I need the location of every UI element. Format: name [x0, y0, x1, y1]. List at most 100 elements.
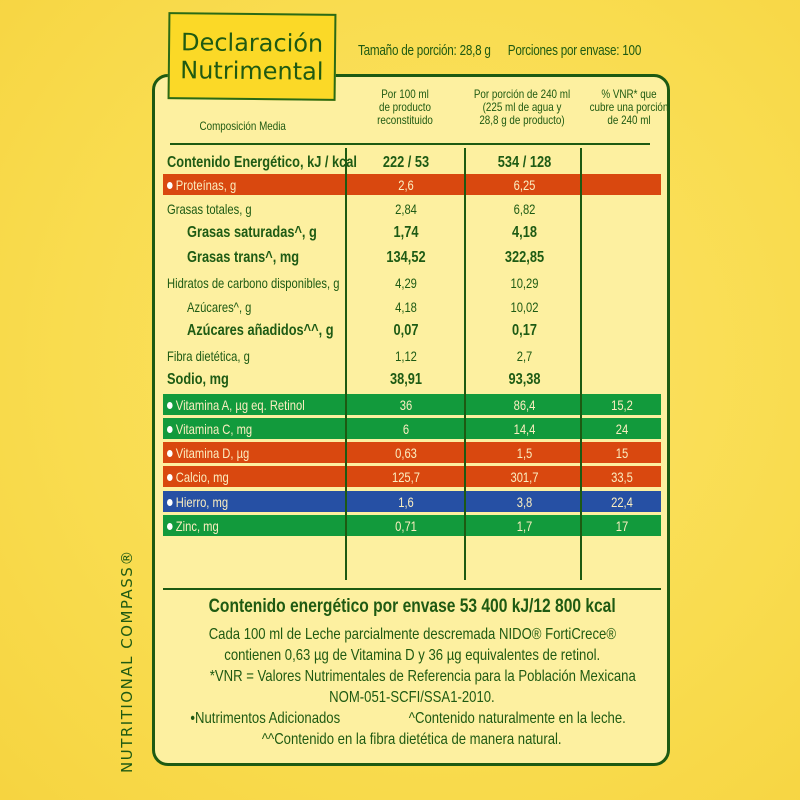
table-row: Calcio, mg 125,7 301,7 33,5: [163, 466, 661, 487]
legend-added: •Nutrimentos Adicionados: [190, 710, 341, 727]
header-vnr: % VNR* que cubre una porción de 240 ml: [589, 88, 669, 127]
nutrient-label: Hidratos de carbono disponibles, g: [167, 274, 340, 291]
header-line: (225 ml de agua y: [482, 100, 562, 114]
header-line: % VNR* que: [601, 87, 657, 101]
value-per-serving: 1,7: [516, 517, 533, 534]
value-per-100ml: 36: [399, 396, 413, 413]
header-per-serving: Por porción de 240 ml (225 ml de agua y …: [474, 88, 571, 127]
nutrient-label: Sodio, mg: [167, 370, 229, 388]
serving-size: Tamaño de porción: 28,8 g: [358, 42, 491, 59]
value-vnr: 15: [615, 444, 629, 461]
title-line-1: Declaración: [180, 27, 324, 58]
value-per-100ml: 4,18: [395, 298, 417, 315]
value-per-serving: 10,29: [510, 274, 539, 291]
legend-line: •Nutrimentos Adicionados ^Contenido natu…: [163, 710, 661, 728]
footnote-line: contienen 0,63 µg de Vitamina D y 36 µg …: [224, 647, 600, 664]
table-row: Proteínas, g 2,6 6,25: [163, 174, 661, 195]
value-per-serving: 0,17: [512, 321, 537, 339]
value-per-serving: 93,38: [508, 370, 541, 388]
title-line-2: Nutrimental: [180, 55, 324, 86]
nutrient-label: Proteínas, g: [167, 177, 236, 193]
title-box: Declaración Nutrimental: [167, 12, 337, 101]
header-line: Por porción de 240 ml: [473, 87, 571, 101]
nutrient-label: Azúcares añadidos^^, g: [187, 321, 334, 339]
value-per-serving: 322,85: [504, 248, 545, 266]
value-vnr: 22,4: [611, 493, 633, 510]
legend-fiber: ^^Contenido en la fibra dietética de man…: [262, 731, 562, 748]
header-line: de 240 ml: [607, 113, 651, 127]
nom-reference: NOM-051-SCFI/SSA1-2010.: [329, 689, 495, 706]
value-per-100ml: 0,07: [393, 321, 419, 339]
value-per-serving: 1,5: [516, 444, 533, 461]
header-per-100ml: Por 100 ml de producto reconstituido: [360, 88, 450, 127]
value-per-100ml: 4,29: [395, 274, 417, 291]
nutrient-label: Vitamina D, µg: [167, 445, 249, 461]
header-line: cubre una porción: [589, 100, 669, 114]
value-vnr: 15,2: [611, 396, 633, 413]
vnr-note: *VNR = Valores Nutrimentales de Referenc…: [209, 668, 636, 685]
nutrient-label: Calcio, mg: [167, 469, 229, 485]
serving-info: Tamaño de porción: 28,8 g Porciones por …: [358, 42, 655, 59]
column-divider: [464, 148, 466, 580]
table-bottom-divider: [163, 588, 661, 590]
value-per-serving: 534 / 128: [497, 153, 552, 171]
nutrient-label: Vitamina C, mg: [167, 421, 252, 437]
value-per-serving: 2,7: [516, 347, 533, 364]
value-per-serving: 10,02: [510, 298, 539, 315]
table-row: Vitamina C, mg 6 14,4 24: [163, 418, 661, 439]
legend-natural: ^Contenido naturalmente en la leche.: [409, 710, 627, 727]
value-per-serving: 4,18: [512, 223, 537, 241]
value-vnr: 24: [615, 420, 629, 437]
column-divider: [345, 148, 347, 580]
value-per-100ml: 1,74: [393, 223, 419, 241]
table-row: Grasas totales, g 2,84 6,82: [163, 198, 661, 219]
servings-per-container: Porciones por envase: 100: [507, 42, 642, 59]
value-per-100ml: 1,6: [398, 493, 414, 510]
value-per-100ml: 0,71: [395, 517, 417, 534]
table-row: Vitamina D, µg 0,63 1,5 15: [163, 442, 661, 463]
table-row: Fibra dietética, g 1,12 2,7: [163, 345, 661, 366]
energy-per-container: Contenido energético por envase 53 400 k…: [208, 596, 616, 617]
nutrient-label: Fibra dietética, g: [167, 347, 250, 364]
value-per-100ml: 38,91: [389, 370, 423, 388]
header-line: Por 100 ml: [381, 87, 429, 101]
table-row: Hierro, mg 1,6 3,8 22,4: [163, 491, 661, 512]
value-vnr: 33,5: [611, 468, 633, 485]
table-row: Grasas trans^, mg 134,52 322,85: [163, 247, 661, 268]
value-per-serving: 86,4: [513, 396, 536, 413]
footnote-line: Cada 100 ml de Leche parcialmente descre…: [208, 626, 616, 643]
nutrient-label: Hierro, mg: [167, 494, 228, 510]
table-row: Grasas saturadas^, g 1,74 4,18: [163, 222, 661, 243]
table-row: Zinc, mg 0,71 1,7 17: [163, 515, 661, 536]
nutrient-label: Grasas saturadas^, g: [187, 223, 317, 241]
nutrient-label: Azúcares^, g: [187, 298, 252, 315]
table-row: Hidratos de carbono disponibles, g 4,29 10…: [163, 272, 661, 293]
nutrient-label: Grasas totales, g: [167, 200, 252, 217]
value-per-100ml: 2,6: [398, 176, 414, 193]
value-per-100ml: 125,7: [391, 468, 421, 485]
value-per-serving: 6,25: [513, 176, 536, 193]
value-per-100ml: 6: [402, 420, 410, 437]
table-row: Contenido Energético, kJ / kcal 222 / 53 5…: [163, 152, 661, 173]
header-divider: [170, 143, 650, 145]
table-row: Sodio, mg 38,91 93,38: [163, 369, 661, 390]
value-per-100ml: 2,84: [395, 200, 417, 217]
header-composition: Composición Media: [199, 119, 286, 133]
nutrient-label: Grasas trans^, mg: [187, 248, 300, 266]
table-row: Vitamina A, µg eq. Retinol 36 86,4 15,2: [163, 394, 661, 415]
value-per-100ml: 0,63: [395, 444, 417, 461]
header-line: de producto: [379, 100, 431, 114]
table-row: Azúcares añadidos^^, g 0,07 0,17: [163, 320, 661, 341]
nutrient-label: Zinc, mg: [167, 518, 219, 534]
table-row: Azúcares^, g 4,18 10,02: [163, 296, 661, 317]
nutritional-compass-label: NUTRITIONAL COMPASS®: [118, 549, 136, 773]
header-line: 28,8 g de producto): [479, 113, 565, 127]
value-per-serving: 3,8: [516, 493, 533, 510]
value-per-serving: 6,82: [513, 200, 536, 217]
value-per-serving: 301,7: [510, 468, 539, 485]
column-divider: [580, 148, 582, 580]
value-per-100ml: 134,52: [386, 248, 426, 266]
nutrient-label: Vitamina A, µg eq. Retinol: [167, 397, 305, 413]
nutrient-label: Contenido Energético, kJ / kcal: [167, 153, 357, 171]
value-vnr: 17: [615, 517, 629, 534]
